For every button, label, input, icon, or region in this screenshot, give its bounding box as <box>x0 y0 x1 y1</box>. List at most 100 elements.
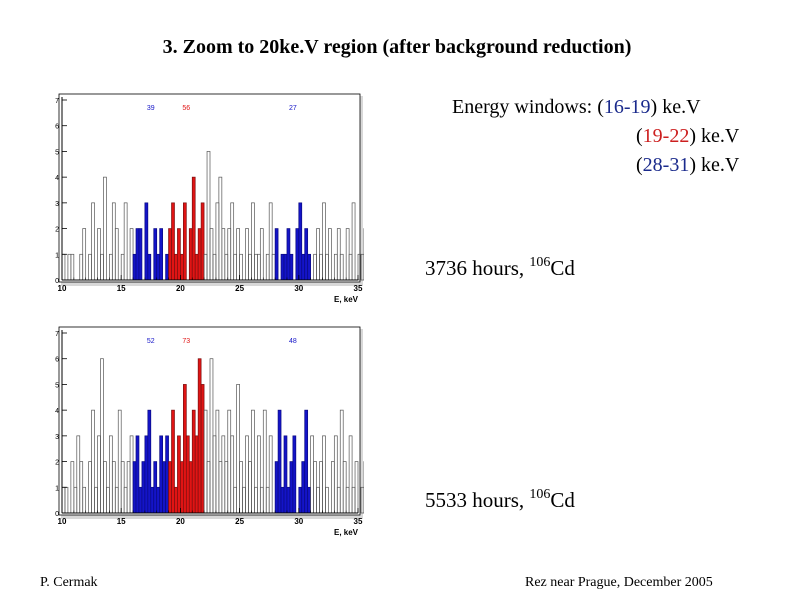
x-tick-label: 35 <box>354 284 363 293</box>
histogram-bin <box>286 486 291 514</box>
isotope-mass: 106 <box>529 255 551 270</box>
histogram-bin <box>191 409 196 514</box>
x-tick-label: 20 <box>176 517 185 526</box>
x-tick-label: 10 <box>58 517 67 526</box>
histogram-bin <box>289 461 294 514</box>
histogram-bin <box>165 435 169 514</box>
exposure-hours: 5533 hours, <box>425 488 530 512</box>
window-count-3: 27 <box>289 105 297 112</box>
histogram-bin <box>289 253 294 281</box>
histogram-bin <box>188 228 193 281</box>
histogram-bin <box>138 486 143 514</box>
x-tick-label: 35 <box>354 517 363 526</box>
y-tick-label: 7 <box>55 98 59 105</box>
histogram-bin <box>197 228 202 281</box>
histogram-bin <box>188 461 193 514</box>
energy-window-row-1: (16-19) ke.V <box>597 96 701 118</box>
histogram-bin <box>286 228 291 281</box>
x-tick-label: 30 <box>294 517 303 526</box>
x-tick-label: 25 <box>235 284 244 293</box>
histogram-bin <box>159 228 163 281</box>
histogram-bin <box>274 228 279 281</box>
y-tick-label: 1 <box>55 485 59 492</box>
y-tick-label: 0 <box>55 278 59 285</box>
axes-group: 52 73 48 10 15 20 25 30 35 0 1 2 3 4 5 6 7 E, keV <box>55 330 363 537</box>
histogram-bin <box>180 253 184 281</box>
histogram-bin <box>135 435 140 514</box>
x-tick-label: 15 <box>117 284 126 293</box>
histogram-bin <box>153 228 158 281</box>
histogram-5533-hours: 52 73 48 10 15 20 25 30 35 0 1 2 3 4 5 6 7 E, keV <box>55 326 364 537</box>
histogram-bin <box>168 228 172 281</box>
y-tick-label: 7 <box>55 331 59 338</box>
histogram-bin <box>307 253 311 281</box>
histogram-bin <box>177 435 181 514</box>
x-tick-label: 10 <box>58 284 67 293</box>
histogram-bin <box>298 486 303 514</box>
histogram-bin <box>283 253 288 281</box>
energy-windows-label: Energy windows: (16-19) ke.V <box>452 96 701 119</box>
window-count-3: 48 <box>289 338 297 345</box>
histogram-bin <box>194 253 199 281</box>
y-tick-label: 5 <box>55 149 59 156</box>
x-tick-label: 20 <box>176 284 185 293</box>
histogram-bin <box>138 228 143 281</box>
histogram-bin <box>200 202 205 281</box>
histogram-bin <box>304 228 309 281</box>
histogram-bin <box>174 253 178 281</box>
histogram-bin <box>274 461 279 514</box>
histogram-bin <box>200 384 205 514</box>
histogram-bin <box>197 358 202 514</box>
histogram-bin <box>301 253 306 281</box>
histogram-bin <box>304 409 309 514</box>
histogram-bin <box>183 384 187 514</box>
x-axis-label: E, keV <box>334 295 359 304</box>
histogram-bin <box>156 486 161 514</box>
y-tick-label: 6 <box>55 357 59 364</box>
histogram-bin <box>183 202 187 281</box>
histogram-bin <box>277 409 282 514</box>
y-tick-label: 3 <box>55 434 59 441</box>
y-tick-label: 5 <box>55 382 59 389</box>
histogram-bin <box>159 435 163 514</box>
histogram-bin <box>292 435 297 514</box>
histogram-bin <box>194 435 199 514</box>
histogram-bin <box>180 461 184 514</box>
footer-venue: Rez near Prague, December 2005 <box>525 575 713 590</box>
x-axis-label: E, keV <box>334 528 359 537</box>
histogram-bin <box>174 486 178 514</box>
y-tick-label: 3 <box>55 201 59 208</box>
histogram-bin <box>295 228 300 281</box>
y-tick-label: 2 <box>55 227 59 234</box>
exposure-label-1: 3736 hours, 106Cd <box>425 255 575 281</box>
histogram-bin <box>283 435 288 514</box>
y-tick-label: 1 <box>55 252 59 259</box>
y-tick-label: 4 <box>55 175 59 182</box>
histogram-bin <box>144 435 149 514</box>
window-count-1: 39 <box>147 105 155 112</box>
y-tick-label: 6 <box>55 124 59 131</box>
histogram-bin <box>144 202 149 281</box>
exposure-label-2: 5533 hours, 106Cd <box>425 487 575 513</box>
histogram-bin <box>191 176 196 281</box>
histogram-bin <box>141 461 146 514</box>
x-tick-label: 15 <box>117 517 126 526</box>
x-tick-label: 30 <box>294 284 303 293</box>
histogram-bin <box>132 253 137 281</box>
energy-window-row-2: (19-22) ke.V <box>636 125 740 147</box>
histogram-bin <box>177 228 181 281</box>
histogram-bin <box>280 253 285 281</box>
energy-window-row-3: (28-31) ke.V <box>636 154 740 176</box>
window-count-2: 73 <box>182 338 190 345</box>
histogram-bin <box>132 461 137 514</box>
histogram-bin <box>307 486 311 514</box>
y-tick-label: 4 <box>55 408 59 415</box>
x-tick-label: 25 <box>235 517 244 526</box>
histogram-bin <box>147 409 152 514</box>
histogram-bin <box>162 461 166 514</box>
y-tick-label: 2 <box>55 460 59 467</box>
histogram-bin <box>185 435 190 514</box>
window-count-2: 56 <box>182 105 190 112</box>
